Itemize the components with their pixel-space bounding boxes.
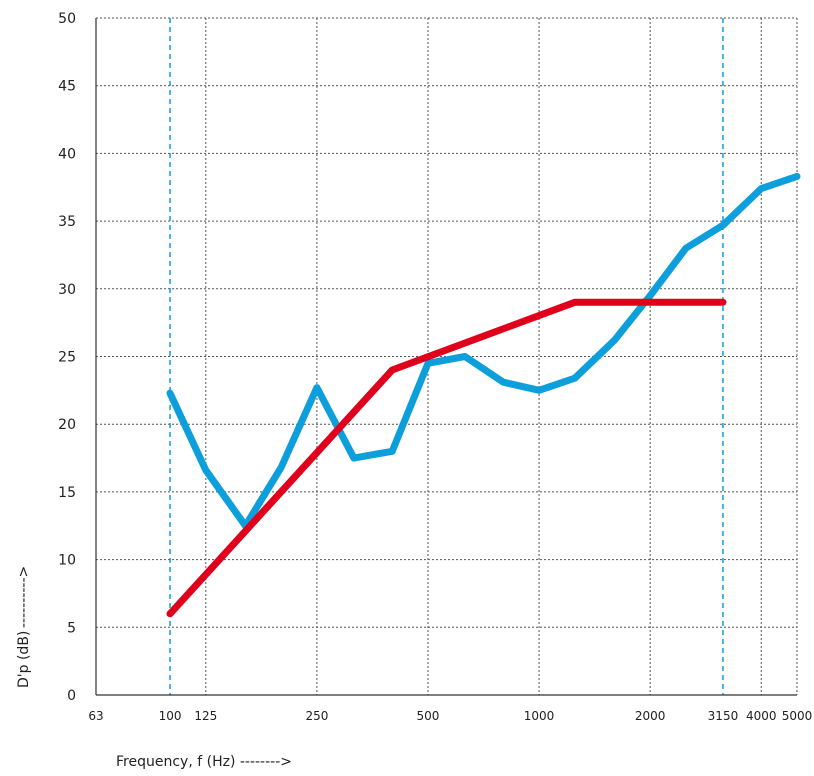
- y-tick-label: 30: [58, 282, 76, 298]
- x-tick-label: 63: [88, 709, 103, 723]
- x-tick-label: 3150: [708, 709, 739, 723]
- y-tick-labels: 0 5 10 15 20 25 30 35 40 45 50: [58, 11, 76, 704]
- x-tick-label: 5000: [782, 709, 813, 723]
- x-tick-label: 250: [305, 709, 328, 723]
- y-tick-label: 20: [58, 417, 76, 433]
- series-layer: [166, 172, 801, 618]
- x-tick-label: 1000: [524, 709, 555, 723]
- y-tick-label: 5: [67, 620, 76, 636]
- x-tick-label: 500: [417, 709, 440, 723]
- x-tick-label: 100: [159, 709, 182, 723]
- x-tick-labels: 63 100 125 250 500 1000 2000 3150 4000 5000: [88, 709, 812, 723]
- x-tick-label: 4000: [746, 709, 777, 723]
- grid-layer: [96, 17, 798, 695]
- y-tick-label: 45: [58, 79, 76, 95]
- y-tick-label: 15: [58, 485, 76, 501]
- y-axis-label-arrow: ---------->: [16, 566, 32, 628]
- x-tick-label: 125: [194, 709, 217, 723]
- y-tick-label: 0: [67, 688, 76, 704]
- x-tick-label: 2000: [635, 709, 666, 723]
- y-axis-label: D'p (dB): [16, 631, 32, 688]
- y-tick-label: 40: [58, 146, 76, 162]
- y-tick-label: 25: [58, 350, 76, 366]
- series-line-1: [166, 172, 801, 530]
- y-tick-label: 50: [58, 11, 76, 27]
- series-line-2: [166, 298, 727, 618]
- y-tick-label: 10: [58, 553, 76, 569]
- x-axis-label: Frequency, f (Hz) -------->: [116, 754, 292, 770]
- axis-layer: [95, 18, 797, 696]
- y-tick-label: 35: [58, 214, 76, 230]
